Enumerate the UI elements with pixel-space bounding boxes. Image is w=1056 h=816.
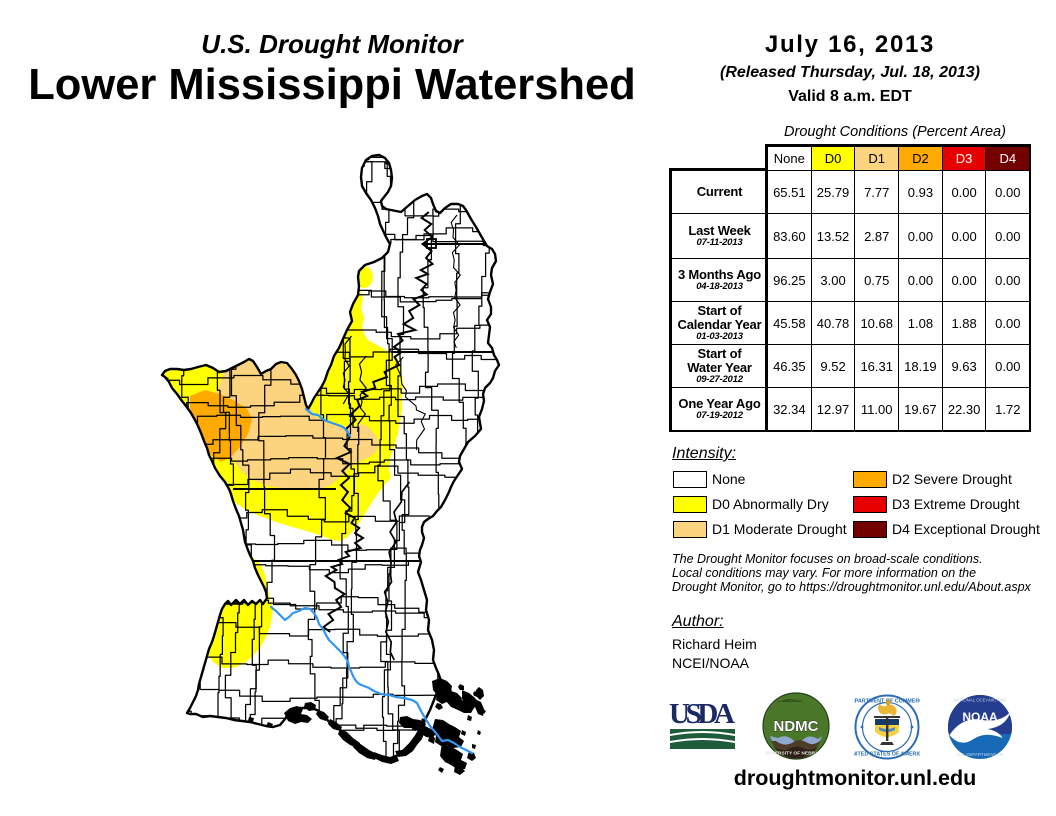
svg-text:NATIONAL DROUGHT MITIGATION: NATIONAL DROUGHT MITIGATION	[762, 698, 830, 704]
svg-text:NOAA: NOAA	[962, 710, 998, 724]
svg-text:NDMC: NDMC	[774, 718, 819, 735]
svg-text:UNITED STATES OF AMERICA: UNITED STATES OF AMERICA	[854, 752, 920, 758]
svg-text:NATIONAL OCEANIC AND: NATIONAL OCEANIC AND	[954, 698, 1007, 703]
svg-text:USDA: USDA	[669, 700, 735, 730]
svg-text:U.S. DEPARTMENT OF: U.S. DEPARTMENT OF	[957, 752, 1004, 757]
svg-text:UNIVERSITY OF NEBRASKA: UNIVERSITY OF NEBRASKA	[763, 751, 829, 757]
